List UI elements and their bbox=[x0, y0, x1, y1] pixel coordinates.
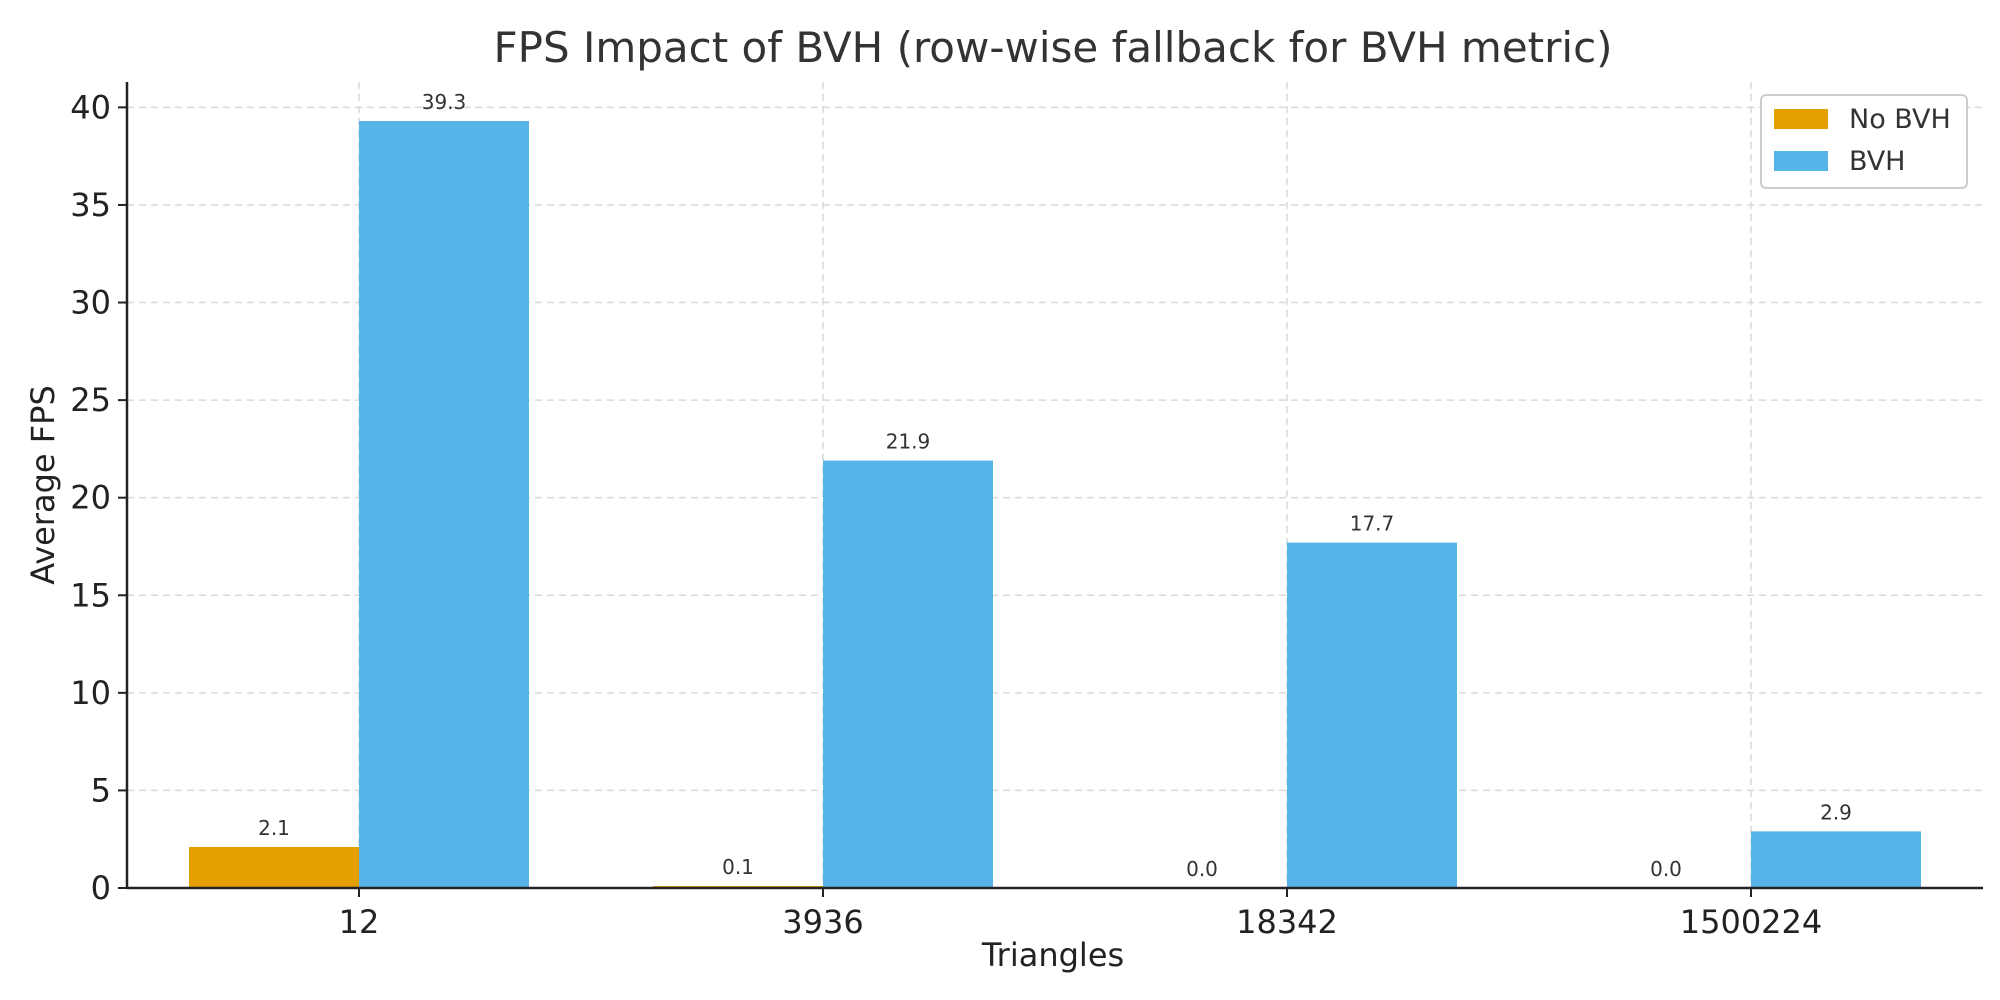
bars-layer bbox=[189, 121, 1921, 888]
y-axis-label: Average FPS bbox=[24, 385, 62, 585]
labels-layer: 0 5 10 15 20 25 30 35 40 2.1 0.1 0.0 0.0 39.3 21.9 17.7… bbox=[70, 88, 1852, 941]
legend: No BVH BVH bbox=[1760, 94, 1968, 189]
x-axis-label: Triangles bbox=[981, 936, 1124, 974]
bar-bvh-12 bbox=[359, 121, 529, 888]
axes-layer bbox=[118, 82, 1983, 897]
bar-no-bvh-12 bbox=[189, 847, 359, 888]
y-tick-label: 35 bbox=[70, 186, 111, 224]
y-tick-label: 20 bbox=[70, 479, 111, 517]
bar-bvh-1500224 bbox=[1751, 831, 1921, 888]
bar-value-label: 0.1 bbox=[722, 855, 754, 879]
legend-swatch-no-bvh bbox=[1774, 109, 1828, 129]
bar-bvh-3936 bbox=[823, 460, 993, 888]
y-tick-label: 15 bbox=[70, 576, 111, 614]
bar-value-label: 39.3 bbox=[422, 90, 467, 114]
bar-value-label: 2.1 bbox=[258, 816, 290, 840]
y-tick-label: 5 bbox=[91, 771, 111, 809]
bar-value-label: 0.0 bbox=[1650, 857, 1682, 881]
grid-layer bbox=[127, 82, 1983, 889]
x-tick-label: 1500224 bbox=[1680, 903, 1823, 941]
chart-title: FPS Impact of BVH (row-wise fallback for… bbox=[493, 23, 1612, 72]
bar-value-label: 17.7 bbox=[1350, 512, 1395, 536]
legend-label-no-bvh: No BVH bbox=[1849, 104, 1951, 135]
x-tick-label: 18342 bbox=[1236, 903, 1338, 941]
bar-value-label: 2.9 bbox=[1820, 800, 1852, 824]
bar-bvh-18342 bbox=[1287, 542, 1457, 888]
y-tick-label: 25 bbox=[70, 381, 111, 419]
y-tick-label: 40 bbox=[70, 88, 111, 126]
x-tick-label: 12 bbox=[339, 903, 380, 941]
x-tick-label: 3936 bbox=[782, 903, 863, 941]
y-tick-label: 0 bbox=[91, 869, 111, 907]
y-tick-label: 30 bbox=[70, 284, 111, 322]
bar-value-label: 0.0 bbox=[1186, 857, 1218, 881]
y-tick-label: 10 bbox=[70, 674, 111, 712]
legend-label-bvh: BVH bbox=[1849, 146, 1905, 177]
bar-value-label: 21.9 bbox=[886, 430, 931, 454]
legend-swatch-bvh bbox=[1774, 151, 1828, 171]
